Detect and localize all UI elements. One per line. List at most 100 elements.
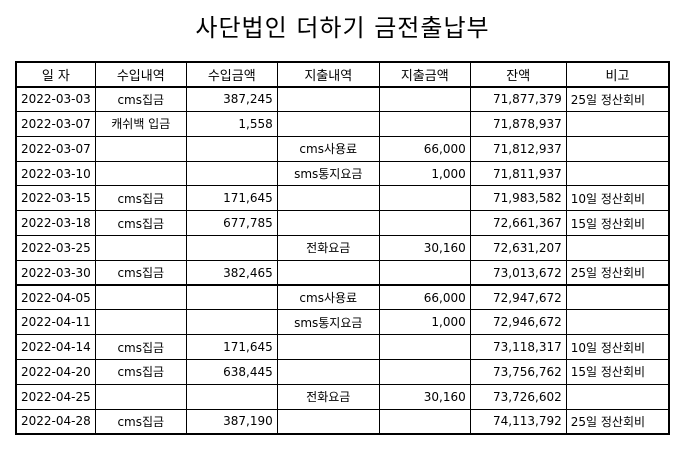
table-row: 2022-03-30 cms집금 382,465 73,013,672 25일 정산회비 xyxy=(15,259,670,286)
cell-income-amount xyxy=(185,383,278,410)
table-row: 2022-04-20 cms집금 638,445 73,756,762 15일 정산회비 xyxy=(15,359,670,385)
cell-income-desc xyxy=(94,383,187,410)
cell-balance: 71,878,937 xyxy=(469,111,567,137)
cell-date: 2022-04-11 xyxy=(15,309,96,336)
col-header-date: 일 자 xyxy=(15,61,96,88)
cell-expense-amount xyxy=(378,408,471,435)
table-row: 2022-04-11 sms통지요금 1,000 72,946,672 xyxy=(15,309,670,336)
cell-balance: 74,113,792 xyxy=(469,408,567,435)
header-row: 일 자 수입내역 수입금액 지출내역 지출금액 잔액 비고 xyxy=(15,61,670,88)
cell-income-desc: cms집금 xyxy=(94,359,187,385)
col-header-expense-amount: 지출금액 xyxy=(378,61,471,88)
cell-income-amount: 382,465 xyxy=(185,259,278,286)
cell-expense-desc xyxy=(276,259,380,286)
cell-expense-amount xyxy=(378,259,471,286)
cell-income-amount: 387,190 xyxy=(185,408,278,435)
ledger-body: 2022-03-03 cms집금 387,245 71,877,379 25일 정산회비… xyxy=(15,86,670,435)
cell-expense-amount: 66,000 xyxy=(378,284,471,311)
cell-expense-amount xyxy=(378,185,471,212)
col-header-income-amount: 수입금액 xyxy=(185,61,278,88)
table-row: 2022-03-15 cms집금 171,645 71,983,582 10일 정산회비 xyxy=(15,185,670,212)
cell-income-desc: 캐쉬백 입금 xyxy=(94,111,187,137)
cell-income-amount xyxy=(185,160,278,187)
cell-expense-desc: sms통지요금 xyxy=(276,309,380,336)
col-header-balance: 잔액 xyxy=(469,61,567,88)
cell-note xyxy=(565,235,670,261)
cell-expense-amount: 1,000 xyxy=(378,160,471,187)
cell-note xyxy=(565,160,670,187)
table-row: 2022-04-28 cms집금 387,190 74,113,792 25일 정산회비 xyxy=(15,408,670,435)
cell-date: 2022-03-30 xyxy=(15,259,96,286)
cell-balance: 71,812,937 xyxy=(469,135,567,162)
col-header-income-desc: 수입내역 xyxy=(94,61,187,88)
cell-balance: 73,756,762 xyxy=(469,359,567,385)
cell-date: 2022-04-20 xyxy=(15,359,96,385)
cell-expense-desc: cms사용료 xyxy=(276,135,380,162)
cell-expense-desc: sms통지요금 xyxy=(276,160,380,187)
cell-expense-desc: cms사용료 xyxy=(276,284,380,311)
cell-income-amount: 171,645 xyxy=(185,334,278,361)
table-row: 2022-03-18 cms집금 677,785 72,661,367 15일 정산회비 xyxy=(15,210,670,237)
cell-income-desc xyxy=(94,235,187,261)
cell-expense-amount: 30,160 xyxy=(378,235,471,261)
cell-note xyxy=(565,284,670,311)
cell-balance: 73,726,602 xyxy=(469,383,567,410)
cell-date: 2022-04-14 xyxy=(15,334,96,361)
cell-date: 2022-03-25 xyxy=(15,235,96,261)
cell-date: 2022-03-07 xyxy=(15,111,96,137)
cell-expense-desc xyxy=(276,334,380,361)
cell-income-amount: 171,645 xyxy=(185,185,278,212)
cell-expense-amount xyxy=(378,359,471,385)
cell-income-amount xyxy=(185,284,278,311)
cell-income-desc: cms집금 xyxy=(94,86,187,113)
cell-income-desc: cms집금 xyxy=(94,185,187,212)
cell-expense-desc: 전화요금 xyxy=(276,383,380,410)
cell-date: 2022-03-07 xyxy=(15,135,96,162)
cell-date: 2022-04-05 xyxy=(15,284,96,311)
cell-expense-amount: 66,000 xyxy=(378,135,471,162)
page-title: 사단법인 더하기 금전출납부 xyxy=(195,14,490,42)
cell-income-desc: cms집금 xyxy=(94,408,187,435)
cell-date: 2022-03-18 xyxy=(15,210,96,237)
cell-note: 15일 정산회비 xyxy=(565,359,670,385)
cell-note: 10일 정산회비 xyxy=(565,185,670,212)
col-header-note: 비고 xyxy=(565,61,670,88)
cell-note: 25일 정산회비 xyxy=(565,86,670,113)
cell-income-amount: 1,558 xyxy=(185,111,278,137)
cell-date: 2022-04-28 xyxy=(15,408,96,435)
col-header-expense-desc: 지출내역 xyxy=(276,61,380,88)
cell-date: 2022-04-25 xyxy=(15,383,96,410)
cell-balance: 71,983,582 xyxy=(469,185,567,212)
cell-income-desc: cms집금 xyxy=(94,210,187,237)
cell-expense-amount xyxy=(378,210,471,237)
cell-balance: 73,118,317 xyxy=(469,334,567,361)
cell-date: 2022-03-03 xyxy=(15,86,96,113)
cell-expense-amount xyxy=(378,334,471,361)
cell-balance: 72,946,672 xyxy=(469,309,567,336)
cell-income-amount: 677,785 xyxy=(185,210,278,237)
cell-income-amount xyxy=(185,135,278,162)
cell-expense-amount xyxy=(378,86,471,113)
cell-expense-amount: 30,160 xyxy=(378,383,471,410)
cell-expense-desc xyxy=(276,111,380,137)
table-row: 2022-03-25 전화요금 30,160 72,631,207 xyxy=(15,235,670,261)
cell-note xyxy=(565,111,670,137)
cell-balance: 73,013,672 xyxy=(469,259,567,286)
table-row: 2022-03-03 cms집금 387,245 71,877,379 25일 정산회비 xyxy=(15,86,670,113)
cell-note xyxy=(565,309,670,336)
cell-balance: 72,947,672 xyxy=(469,284,567,311)
ledger-table: 일 자 수입내역 수입금액 지출내역 지출금액 잔액 비고 2022-03-03… xyxy=(15,61,671,435)
cell-income-amount xyxy=(185,235,278,261)
cell-income-amount xyxy=(185,309,278,336)
table-row: 2022-04-14 cms집금 171,645 73,118,317 10일 정산회비 xyxy=(15,334,670,361)
cell-income-desc: cms집금 xyxy=(94,259,187,286)
cell-note xyxy=(565,383,670,410)
cell-expense-desc xyxy=(276,210,380,237)
cell-expense-desc: 전화요금 xyxy=(276,235,380,261)
cell-balance: 71,811,937 xyxy=(469,160,567,187)
cell-income-desc: cms집금 xyxy=(94,334,187,361)
cell-expense-amount: 1,000 xyxy=(378,309,471,336)
cell-note: 10일 정산회비 xyxy=(565,334,670,361)
cell-income-desc xyxy=(94,160,187,187)
table-row: 2022-03-10 sms통지요금 1,000 71,811,937 xyxy=(15,160,670,187)
